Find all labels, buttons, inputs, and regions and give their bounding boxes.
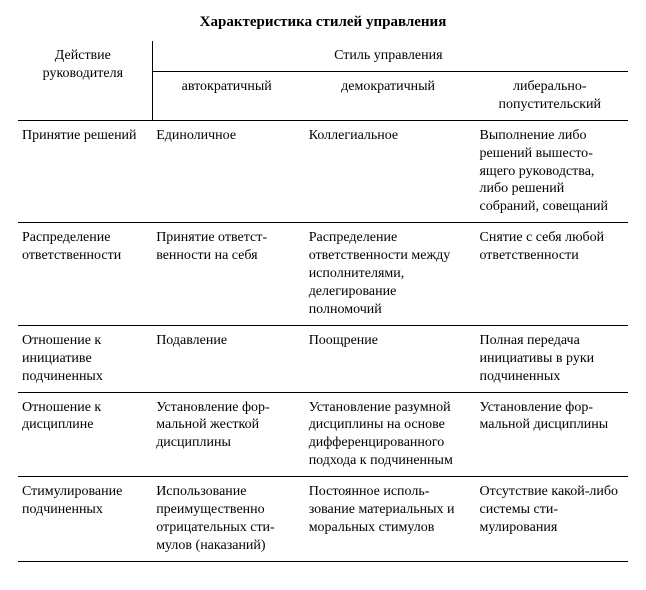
cell-liberal: Выполнение либо решений вышесто­ящего ру… xyxy=(475,120,628,223)
cell-action: Отношение к инициативе подчиненных xyxy=(18,325,152,392)
page: Характеристика стилей управления Действи… xyxy=(0,0,646,580)
cell-democratic: Постоянное исполь­зование материаль­ных … xyxy=(305,477,476,562)
cell-liberal: Снятие с себя лю­бой ответствен­ности xyxy=(475,223,628,326)
table-row: Принятие решений Единоличное Коллегиальн… xyxy=(18,120,628,223)
table-row: Отношение к инициативе подчиненных Подав… xyxy=(18,325,628,392)
header-action: Действие руководителя xyxy=(18,41,152,120)
cell-autocratic: Использование преимущественно отрицатель… xyxy=(152,477,305,562)
cell-democratic: Поощрение xyxy=(305,325,476,392)
cell-autocratic: Подавление xyxy=(152,325,305,392)
cell-action: Стимулирование подчиненных xyxy=(18,477,152,562)
header-liberal: либерально-попустительский xyxy=(475,71,628,120)
table-header-row-1: Действие руководителя Стиль управления xyxy=(18,41,628,71)
cell-democratic: Установление разум­ной дисциплины на осн… xyxy=(305,392,476,477)
cell-action: Отношение к дисциплине xyxy=(18,392,152,477)
cell-liberal: Полная передача инициативы в руки подчин… xyxy=(475,325,628,392)
header-style-group: Стиль управления xyxy=(152,41,628,71)
cell-action: Распределение ответственности xyxy=(18,223,152,326)
cell-democratic: Коллегиальное xyxy=(305,120,476,223)
header-autocratic: автократичный xyxy=(152,71,305,120)
cell-democratic: Распределение ответственности между испо… xyxy=(305,223,476,326)
cell-liberal: Отсутствие какой-либо системы сти­мулиро… xyxy=(475,477,628,562)
cell-autocratic: Установление фор­мальной жесткой дисципл… xyxy=(152,392,305,477)
cell-autocratic: Единоличное xyxy=(152,120,305,223)
cell-liberal: Установление фор­мальной дисцип­лины xyxy=(475,392,628,477)
table-row: Распределение ответственности Принятие о… xyxy=(18,223,628,326)
table-row: Стимулирование подчиненных Использование… xyxy=(18,477,628,562)
management-styles-table: Действие руководителя Стиль управления а… xyxy=(18,41,628,562)
cell-autocratic: Принятие ответст­венности на себя xyxy=(152,223,305,326)
header-democratic: демократичный xyxy=(305,71,476,120)
table-row: Отношение к дисциплине Установление фор­… xyxy=(18,392,628,477)
cell-action: Принятие решений xyxy=(18,120,152,223)
table-title: Характеристика стилей управления xyxy=(18,14,628,31)
